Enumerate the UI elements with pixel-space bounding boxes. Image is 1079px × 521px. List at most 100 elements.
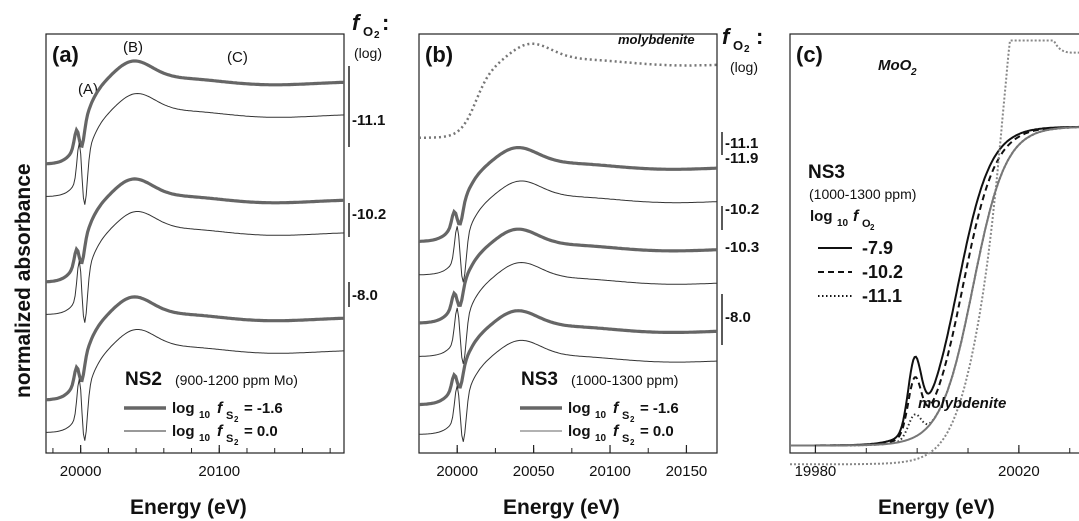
svg-text:10: 10 (199, 433, 211, 444)
fo2-values-b: -11.1 -11.9 -10.2 -10.3 -8.0 (721, 132, 759, 345)
svg-text:10: 10 (595, 410, 607, 421)
xanes-spectrum--10.3-thin (419, 261, 718, 365)
xanes-spectrum--8.0-thick (45, 295, 344, 402)
svg-text:f: f (613, 400, 620, 417)
svg-text:-11.9: -11.9 (725, 150, 758, 167)
xanes-spectrum--10.2-thin (46, 211, 345, 323)
svg-text:f: f (217, 423, 224, 440)
svg-text:= 0.0: = 0.0 (640, 423, 674, 440)
svg-text:log: log (172, 423, 195, 440)
panel-c-curves (790, 39, 1079, 466)
svg-text:(log): (log) (730, 59, 758, 75)
xanes-spectrum-MoO2 (790, 39, 1079, 466)
svg-text:2: 2 (630, 438, 635, 447)
xanes-spectrum--11.1-thin (45, 92, 345, 205)
svg-text:2: 2 (234, 415, 239, 424)
svg-text:f: f (613, 423, 620, 440)
panel-c-frame (789, 33, 1079, 454)
svg-text:log: log (172, 400, 195, 417)
xanes-spectrum--10.2-thick (419, 227, 718, 325)
svg-text:-11.1: -11.1 (352, 112, 385, 129)
svg-text:f: f (352, 10, 362, 35)
panel-b-label: (b) (425, 42, 453, 67)
svg-text:O: O (733, 38, 743, 53)
svg-text:2: 2 (744, 44, 750, 55)
tick-label-a-0: 20000 (60, 463, 102, 480)
svg-text:(1000-1300 ppm): (1000-1300 ppm) (571, 372, 678, 388)
svg-text:2: 2 (374, 30, 380, 41)
tick-label-c-0: 19980 (795, 463, 837, 480)
svg-text:10: 10 (837, 218, 849, 229)
x-axis-label-b: Energy (eV) (503, 496, 620, 519)
svg-text:-8.0: -8.0 (725, 309, 751, 326)
panel-a-frame (45, 33, 345, 454)
xanes-spectrum--8.0-thick (419, 309, 718, 407)
fo2-bracket-a-3: -8.0 (348, 282, 378, 307)
svg-text:NS3: NS3 (808, 162, 845, 183)
panel-a-curves (45, 59, 345, 441)
svg-text:= 0.0: = 0.0 (244, 423, 278, 440)
tick-label-a-1: 20100 (198, 463, 240, 480)
tick-label-c-1: 20020 (998, 463, 1040, 480)
svg-text:MoO: MoO (878, 57, 912, 74)
feature-label-b: (B) (123, 39, 143, 56)
svg-text:log: log (810, 208, 833, 225)
svg-text:-10.2: -10.2 (352, 206, 386, 223)
svg-text:10: 10 (199, 410, 211, 421)
panel-b-frame (418, 33, 718, 454)
svg-text:f: f (217, 400, 224, 417)
svg-text:S: S (622, 433, 629, 445)
xanes-spectrum-molybdenite-dotted (419, 42, 717, 140)
xanes-spectrum-molybdenite (790, 126, 1079, 447)
feature-label-c: (C) (227, 49, 248, 66)
xanes-spectrum--10.2 (790, 126, 1079, 447)
panel-a-label: (a) (52, 42, 79, 67)
tick-label-b-1: 20050 (513, 463, 555, 480)
svg-text:= -1.6: = -1.6 (640, 400, 679, 417)
svg-text:= -1.6: = -1.6 (244, 400, 283, 417)
panel-a-legend: NS2 (900-1200 ppm Mo) log 10 f S 2 = -1.… (124, 369, 298, 447)
svg-text::: : (756, 24, 763, 49)
svg-text:log: log (568, 400, 591, 417)
svg-text:-10.3: -10.3 (725, 239, 759, 256)
svg-text:-11.1: -11.1 (725, 135, 758, 152)
xanes-spectrum--11.1-thick (45, 59, 345, 166)
svg-text:-11.1: -11.1 (862, 286, 902, 306)
tick-label-b-2: 20100 (589, 463, 631, 480)
fo2-bracket-a-2: -10.2 (348, 203, 386, 237)
svg-text:S: S (622, 410, 629, 422)
fo2-bracket-a-1: -11.1 (348, 66, 385, 147)
svg-text:S: S (226, 433, 233, 445)
panel-b-legend: NS3 (1000-1300 ppm) log 10 f S 2 = -1.6 … (520, 369, 679, 447)
molybdenite-label-c: molybdenite (918, 395, 1006, 412)
svg-text:O: O (363, 24, 373, 39)
svg-text:-10.2: -10.2 (862, 262, 903, 282)
svg-text:2: 2 (630, 415, 635, 424)
feature-label-a: (A) (78, 81, 98, 98)
y-axis-label: normalized absorbance (12, 163, 35, 398)
xanes-spectrum--8.0-thin (46, 329, 344, 441)
xanes-spectrum--11.9-thin (419, 180, 718, 283)
xanes-spectrum--10.2-thick (45, 177, 344, 284)
svg-text:(1000-1300 ppm): (1000-1300 ppm) (809, 186, 916, 202)
svg-text:2: 2 (870, 223, 875, 232)
svg-text:-10.2: -10.2 (725, 201, 759, 218)
svg-text:2: 2 (910, 67, 917, 78)
svg-text:NS3: NS3 (521, 369, 558, 390)
fo2-header-b: f O 2 : (log) (722, 24, 763, 75)
molybdenite-label-b: molybdenite (618, 32, 695, 47)
svg-text:2: 2 (234, 438, 239, 447)
tick-label-b-0: 20000 (436, 463, 478, 480)
svg-text:O: O (862, 218, 871, 230)
fo2-header-a: f O 2 : (log) (352, 10, 389, 61)
svg-text::: : (382, 10, 389, 35)
axis-ticks: 19980 20020 20000 20100 20000 20050 20100 20150 (52, 445, 1071, 480)
svg-text:-8.0: -8.0 (352, 287, 378, 304)
svg-text:S: S (226, 410, 233, 422)
svg-text:10: 10 (595, 433, 607, 444)
svg-text:(900-1200 ppm Mo): (900-1200 ppm Mo) (175, 372, 298, 388)
svg-text:f: f (722, 24, 732, 49)
x-axis-label-a: Energy (eV) (130, 496, 247, 519)
x-axis-label-c: Energy (eV) (878, 496, 995, 519)
